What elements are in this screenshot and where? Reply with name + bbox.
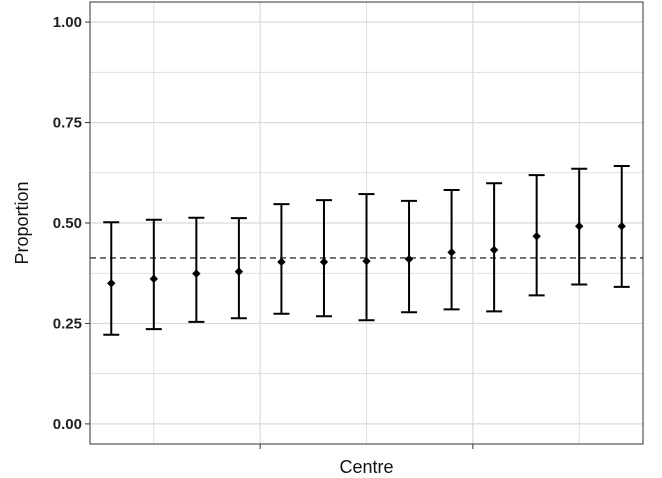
data-point xyxy=(447,248,456,257)
y-tick-label: 1.00 xyxy=(53,14,82,31)
error-bar xyxy=(145,218,162,331)
data-point xyxy=(617,222,626,231)
data-point xyxy=(319,257,329,267)
data-point xyxy=(277,257,286,267)
y-tick-label: 0.50 xyxy=(53,215,82,232)
data-point xyxy=(532,232,541,241)
x-axis-title: Centre xyxy=(339,457,393,477)
y-tick-label: 0.25 xyxy=(53,315,82,332)
y-axis-title: Proportion xyxy=(12,181,32,264)
data-point xyxy=(234,267,244,276)
y-tick-label: 0.75 xyxy=(53,115,82,132)
error-bar xyxy=(103,221,120,336)
data-point xyxy=(404,254,414,264)
data-point xyxy=(192,269,201,278)
data-point xyxy=(362,256,371,266)
points xyxy=(107,222,626,288)
data-point xyxy=(107,279,116,288)
data-point xyxy=(149,274,159,284)
y-tick-label: 0.00 xyxy=(53,416,82,433)
axes: 0.00 0.25 0.50 0.75 1.00 xyxy=(53,14,474,449)
data-point xyxy=(574,222,584,231)
data-point xyxy=(489,245,499,255)
